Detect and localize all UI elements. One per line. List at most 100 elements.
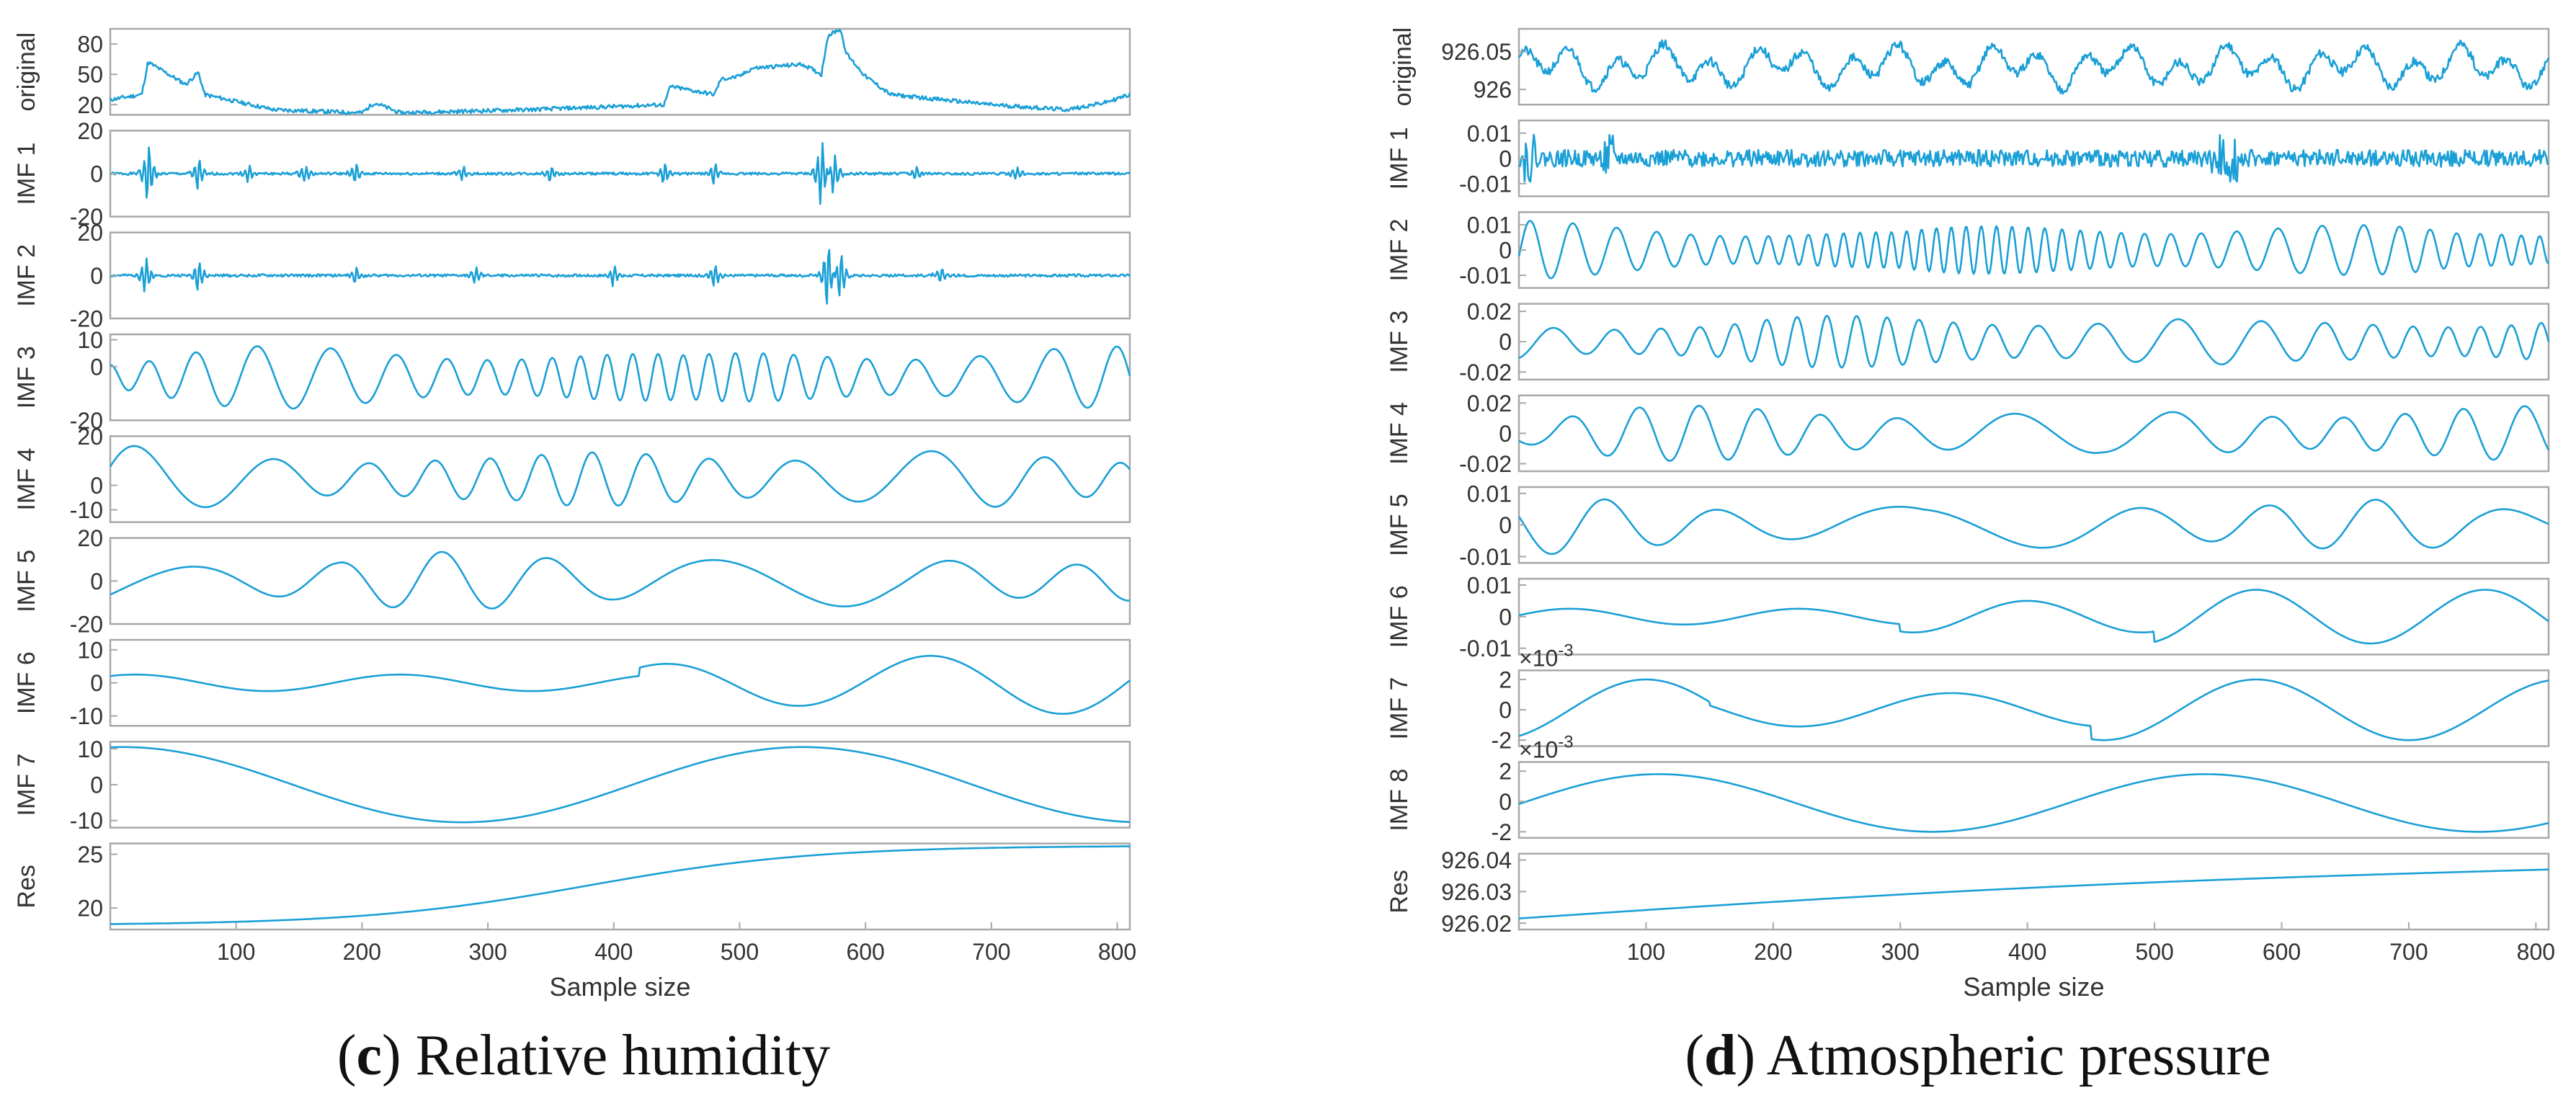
subplot-res: 25 20 Res 100 200 300 400 500 600 700 800 (13, 842, 1136, 965)
series-line (110, 142, 1131, 205)
y-tick-label: 10 (77, 736, 103, 762)
axes-frame (1517, 486, 2550, 564)
x-tick-label: 800 (2517, 939, 2555, 965)
x-tick-label: 300 (1881, 939, 1920, 965)
series-line (109, 445, 1131, 509)
series-line (1517, 220, 2549, 280)
axes-frame (1517, 27, 2550, 106)
row-label: IMF 4 (13, 448, 40, 511)
y-tick-label: -0.02 (1459, 360, 1512, 385)
y-tick-label: 20 (77, 92, 103, 118)
series-line (110, 550, 1131, 610)
series-line (110, 345, 1131, 410)
y-tick-label: -0.02 (1459, 451, 1512, 477)
series-line (1518, 589, 2549, 645)
y-tick-label: 926 (1474, 77, 1512, 103)
series-line (1518, 868, 2549, 919)
caption-text: Atmospheric pressure (1766, 1024, 2271, 1087)
y-tick-label: 0.01 (1467, 212, 1512, 238)
y-tick-label: 0 (1499, 146, 1512, 171)
y-tick-label: -10 (70, 703, 103, 729)
y-tick-label: 20 (77, 525, 103, 551)
row-label: IMF 6 (13, 651, 40, 714)
y-tick-label: 0 (90, 263, 103, 289)
row-label: IMF 4 (1386, 402, 1413, 465)
row-label: IMF 2 (13, 244, 40, 307)
x-tick-label: 500 (721, 939, 759, 965)
subplot-imf-1: 20 0 -20 IMF 1 (13, 118, 1131, 230)
series-line (109, 28, 1131, 115)
y-tick-label: 2 (1499, 667, 1512, 693)
subplot-imf-7: 2 0 -2 IMF 7 ×10-3 (1386, 641, 2550, 754)
x-tick-label: 100 (217, 939, 255, 965)
subplot-imf-6: 0.01 0 -0.01 IMF 6 (1386, 572, 2550, 661)
y-tick-label: 0 (90, 161, 103, 187)
axes-frame (109, 842, 1131, 931)
series-line (110, 654, 1131, 715)
row-label: IMF 7 (1386, 677, 1413, 740)
y-tick-label: -0.01 (1459, 544, 1512, 570)
y-tick-label: 20 (77, 424, 103, 450)
x-tick-label: 800 (1098, 939, 1136, 965)
row-label: IMF 7 (13, 754, 40, 816)
x-tick-label: 300 (468, 939, 507, 965)
x-tick-label: 100 (1627, 939, 1665, 965)
y-tick-label: 0 (90, 772, 103, 798)
y-tick-label: 0 (1499, 604, 1512, 630)
y-tick-label: -20 (70, 612, 103, 638)
row-label: IMF 8 (1386, 769, 1413, 832)
x-axis-label: Sample size (549, 972, 690, 1002)
caption-letter: c (356, 1024, 383, 1087)
axes-frame (1517, 577, 2550, 656)
y-tick-label: -20 (70, 306, 103, 332)
axes-frame (109, 741, 1131, 829)
y-tick-label: 0 (1499, 697, 1512, 723)
series-line (1517, 39, 2550, 95)
axes-frame (109, 435, 1131, 523)
y-tick-label: -2 (1492, 819, 1512, 845)
y-tick-label: -20 (70, 204, 103, 230)
row-label: IMF 2 (1386, 219, 1413, 282)
x-tick-label: 600 (2263, 939, 2301, 965)
y-tick-label: 2 (1499, 759, 1512, 785)
y-tick-label: 0.01 (1467, 572, 1512, 598)
subplot-original: 80 50 20 original (13, 27, 1131, 118)
row-label: IMF 1 (1386, 127, 1413, 190)
y-tick-label: 926.05 (1441, 39, 1512, 65)
row-label: IMF 5 (13, 550, 40, 612)
series-line (1518, 315, 2550, 369)
subplot-imf-5: 0.01 0 -0.01 IMF 5 (1386, 481, 2550, 570)
y-tick-label: -0.01 (1459, 171, 1512, 197)
y-tick-label: 20 (77, 896, 103, 922)
series-line (1518, 133, 2549, 183)
row-label: Res (1386, 870, 1413, 913)
x-tick-label: 200 (343, 939, 381, 965)
y-tick-label: 0 (1499, 789, 1512, 815)
axes-frame (109, 27, 1131, 116)
caption-relative-humidity: (c) Relative humidity (337, 1024, 831, 1087)
caption-text: Relative humidity (415, 1024, 831, 1087)
y-tick-label: 10 (77, 327, 103, 353)
axes-frame (109, 537, 1131, 625)
series-line (110, 249, 1131, 305)
subplot-imf-6: 10 0 -10 IMF 6 (13, 637, 1131, 729)
row-label: original (1389, 27, 1417, 107)
y-tick-label: 10 (77, 637, 103, 663)
subplot-imf-3: 0.02 0 -0.02 IMF 3 (1386, 299, 2550, 385)
y-tick-label: 0 (90, 354, 103, 380)
subplot-imf-2: 0.010-0.01 IMF 2 (1386, 211, 2550, 289)
exponent-label: ×10-3 (1519, 641, 1574, 671)
x-tick-label: 500 (2135, 939, 2173, 965)
subplot-res: 926.04 926.03 926.02 Res 100 200 300 400 500 600 7… (1386, 847, 2555, 965)
y-tick-label: 0.01 (1467, 481, 1512, 507)
x-tick-label: 600 (846, 939, 884, 965)
subplot-imf-5: 20 0 -20 IMF 5 (13, 525, 1131, 638)
exponent-power: -3 (1558, 733, 1573, 752)
axes-frame (109, 333, 1131, 422)
y-tick-label: 926.04 (1441, 847, 1512, 873)
exponent-power: -3 (1558, 641, 1573, 660)
y-tick-label: -2 (1492, 728, 1512, 754)
y-tick-label: -10 (70, 808, 103, 834)
